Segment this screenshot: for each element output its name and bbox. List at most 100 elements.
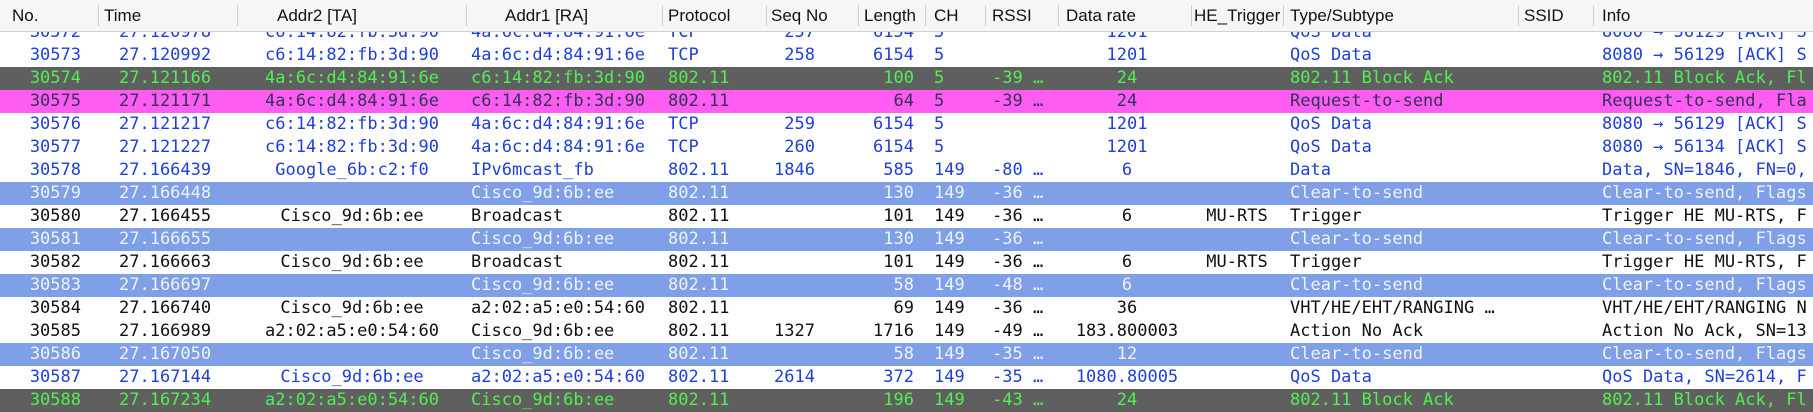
packet-cell: 149: [934, 390, 965, 410]
packet-cell: MU-RTS: [1206, 252, 1268, 272]
column-title[interactable]: Seq No: [771, 6, 828, 25]
packet-cell: 1201: [1106, 137, 1148, 157]
packet-cell: 8080 → 56134 [ACK] S: [1602, 137, 1807, 157]
packet-row[interactable]: 30577 27.121227 c6:14:82:fb:3d:90 4a:6c:d4:…: [0, 136, 1813, 159]
packet-cell: -43 …: [992, 390, 1044, 410]
packet-cell: 8080 → 56129 [ACK] S: [1602, 114, 1807, 134]
packet-cell: 24: [1116, 390, 1138, 410]
packet-cell: 27.167050: [119, 344, 212, 364]
column-title[interactable]: Length: [864, 6, 916, 25]
packet-cell: 5: [934, 137, 945, 157]
packet-cell: Cisco_9d:6b:ee: [471, 390, 615, 410]
column-title[interactable]: No.: [12, 6, 39, 25]
packet-cell: Clear-to-send: [1290, 183, 1424, 203]
packet-cell: 30581: [29, 229, 81, 249]
packet-cell: 27.166439: [119, 160, 212, 180]
packet-row[interactable]: 30582 27.166663 Cisco_9d:6b:ee Broadcast 802…: [0, 251, 1813, 274]
packet-cell: 1201: [1106, 45, 1148, 65]
packet-cell: 30586: [29, 344, 81, 364]
column-title[interactable]: Addr1 [RA]: [505, 6, 589, 25]
packet-row[interactable]: 30575 27.121171 4a:6c:d4:84:91:6e c6:14:82:…: [0, 90, 1813, 113]
column-title[interactable]: Data rate: [1066, 6, 1136, 25]
packet-cell: 27.166448: [119, 183, 212, 203]
column-title[interactable]: RSSI: [992, 6, 1032, 25]
packet-cell: 130: [883, 229, 914, 249]
packet-cell: -36 …: [992, 298, 1044, 318]
packet-cell: 30583: [29, 275, 81, 295]
packet-row[interactable]: 30576 27.121217 c6:14:82:fb:3d:90 4a:6c:d4:…: [0, 113, 1813, 136]
column-title[interactable]: Type/Subtype: [1290, 6, 1394, 25]
packet-cell: 1201: [1106, 114, 1148, 134]
packet-cell: Broadcast: [471, 206, 564, 226]
packet-cell: 101: [883, 252, 914, 272]
packet-cell: 30578: [29, 160, 81, 180]
packet-cell: 27.121227: [119, 137, 212, 157]
packet-cell: Cisco_9d:6b:ee: [471, 183, 615, 203]
packet-row[interactable]: 30588 27.167234 a2:02:a5:e0:54:60 Cisco_9d:…: [0, 389, 1813, 412]
packet-cell: 6154: [873, 45, 914, 65]
packet-cell: 6154: [873, 114, 914, 134]
packet-row[interactable]: 30584 27.166740 Cisco_9d:6b:ee a2:02:a5:e0:…: [0, 297, 1813, 320]
packet-cell: 6154: [873, 137, 914, 157]
column-separator: [1058, 5, 1059, 26]
packet-row[interactable]: 30574 27.121166 4a:6c:d4:84:91:6e c6:14:82:…: [0, 67, 1813, 90]
packet-cell: TCP: [668, 45, 699, 65]
packet-cell: Cisco_9d:6b:ee: [280, 298, 424, 318]
packet-cell: 30575: [29, 91, 81, 111]
packet-row[interactable]: 30581 27.166655 Cisco_9d:6b:ee 802.11 130 149…: [0, 228, 1813, 251]
packet-cell: Google_6b:c2:f0: [275, 160, 429, 180]
packet-cell: -35 …: [992, 344, 1044, 364]
packet-cell: Trigger: [1290, 206, 1362, 226]
column-title[interactable]: Info: [1602, 6, 1631, 25]
packet-cell: c6:14:82:fb:3d:90: [471, 91, 645, 111]
packet-row[interactable]: 30573 27.120992 c6:14:82:fb:3d:90 4a:6c:d4:…: [0, 44, 1813, 67]
packet-row[interactable]: 30583 27.166697 Cisco_9d:6b:ee 802.11 58 149 -…: [0, 274, 1813, 297]
packet-cell: -36 …: [992, 252, 1044, 272]
packet-cell: 27.166655: [119, 229, 212, 249]
column-separator: [1283, 5, 1284, 26]
packet-cell: 30585: [29, 321, 81, 341]
packet-row[interactable]: 30586 27.167050 Cisco_9d:6b:ee 802.11 58 149 -…: [0, 343, 1813, 366]
packet-row[interactable]: 30578 27.166439 Google_6b:c2:f0 IPv6mcast_f…: [0, 159, 1813, 182]
packet-cell: a2:02:a5:e0:54:60: [471, 298, 645, 318]
packet-cell: 30576: [29, 114, 81, 134]
packet-cell: 4a:6c:d4:84:91:6e: [265, 68, 439, 88]
packet-cell: 27.121217: [119, 114, 212, 134]
packet-cell: QoS Data: [1290, 114, 1372, 134]
packet-cell: 30573: [29, 45, 81, 65]
column-title[interactable]: HE_Trigger: [1194, 6, 1281, 25]
packet-row[interactable]: 30587 27.167144 Cisco_9d:6b:ee a2:02:a5:e0:…: [0, 366, 1813, 389]
packet-cell: -39 …: [992, 91, 1044, 111]
packet-cell: VHT/HE/EHT/RANGING …: [1290, 298, 1495, 318]
packet-cell: 585: [883, 160, 914, 180]
packet-cell: 802.11: [668, 275, 730, 295]
column-title[interactable]: CH: [934, 6, 959, 25]
packet-cell: -36 …: [992, 206, 1044, 226]
packet-cell: c6:14:82:fb:3d:90: [265, 45, 439, 65]
packet-cell: 4a:6c:d4:84:91:6e: [471, 45, 645, 65]
packet-cell: 802.11: [668, 252, 730, 272]
packet-cell: 58: [893, 344, 914, 364]
packet-cell: 1327: [774, 321, 815, 341]
column-separator: [766, 5, 767, 26]
packet-cell: 1716: [873, 321, 914, 341]
packet-cell: 802.11 Block Ack, Fl: [1602, 68, 1807, 88]
column-title[interactable]: SSID: [1524, 6, 1564, 25]
packet-row[interactable]: 30580 27.166455 Cisco_9d:6b:ee Broadcast 802…: [0, 205, 1813, 228]
packet-cell: 2614: [774, 367, 815, 387]
packet-cell: Broadcast: [471, 252, 564, 272]
packet-cell: Cisco_9d:6b:ee: [280, 206, 424, 226]
column-title[interactable]: Addr2 [TA]: [277, 6, 357, 25]
column-separator: [1191, 5, 1192, 26]
packet-cell: 27.166697: [119, 275, 212, 295]
packet-cell: 30584: [29, 298, 81, 318]
packet-cell: 27.167234: [119, 390, 212, 410]
column-title[interactable]: Protocol: [668, 6, 731, 25]
packet-cell: 4a:6c:d4:84:91:6e: [471, 137, 645, 157]
packet-row[interactable]: 30585 27.166989 a2:02:a5:e0:54:60 Cisco_9d:…: [0, 320, 1813, 343]
packet-cell: 30577: [29, 137, 81, 157]
packet-cell: Clear-to-send: [1290, 275, 1424, 295]
column-title[interactable]: Time: [104, 6, 142, 25]
packet-row[interactable]: 30579 27.166448 Cisco_9d:6b:ee 802.11 130 149…: [0, 182, 1813, 205]
packet-cell: 58: [893, 275, 914, 295]
